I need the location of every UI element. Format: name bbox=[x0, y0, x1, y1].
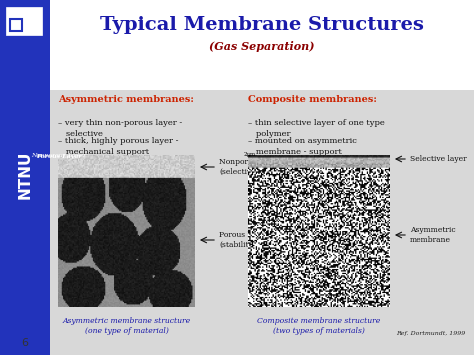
Text: – very thin non-porous layer -
   selective: – very thin non-porous layer - selective bbox=[58, 119, 182, 138]
Text: NTNU: NTNU bbox=[18, 151, 33, 199]
Text: Nonporous Layer: Nonporous Layer bbox=[32, 153, 87, 158]
Text: – thin selective layer of one type
   polymer: – thin selective layer of one type polym… bbox=[248, 119, 385, 138]
Text: Asymmetric membranes:: Asymmetric membranes: bbox=[58, 95, 194, 104]
Bar bbox=[10, 19, 22, 31]
Text: Ref. Dortmundt, 1999: Ref. Dortmundt, 1999 bbox=[396, 331, 465, 335]
Bar bbox=[50, 90, 474, 355]
Text: Composite membrane structure
(two types of materials): Composite membrane structure (two types … bbox=[257, 317, 381, 335]
Bar bbox=[0, 0, 50, 355]
Text: – mounted on asymmetric
   membrane - support: – mounted on asymmetric membrane - suppo… bbox=[248, 137, 357, 156]
Bar bbox=[6, 7, 42, 35]
Text: – thick, highly porous layer -
   mechanical support: – thick, highly porous layer - mechanica… bbox=[58, 137, 179, 156]
Text: Porous layer
(stability): Porous layer (stability) bbox=[219, 231, 266, 249]
Text: 6: 6 bbox=[21, 338, 28, 348]
Text: Nonporous layer
(selectivity): Nonporous layer (selectivity) bbox=[219, 158, 283, 176]
Text: Asymmetric membrane structure
(one type of material): Asymmetric membrane structure (one type … bbox=[63, 317, 191, 335]
Text: Typical Membrane Structures: Typical Membrane Structures bbox=[100, 16, 424, 34]
Text: Selective layer: Selective layer bbox=[410, 155, 466, 163]
Text: (Gas Separation): (Gas Separation) bbox=[209, 42, 315, 53]
Bar bbox=[50, 0, 474, 90]
Text: Asymmetric
membrane: Asymmetric membrane bbox=[410, 226, 456, 244]
Text: 2μm: 2μm bbox=[243, 152, 255, 157]
Text: Porous Layer: Porous Layer bbox=[36, 154, 82, 159]
Text: Composite membranes:: Composite membranes: bbox=[248, 95, 377, 104]
